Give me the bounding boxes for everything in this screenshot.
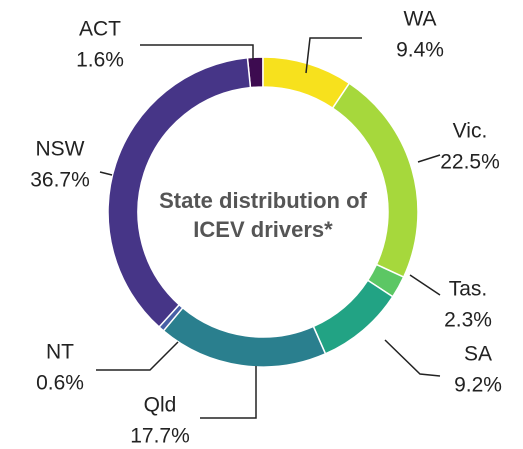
slice-value-label: 17.7% (130, 425, 190, 448)
leader-line (140, 44, 254, 60)
leader-line (99, 171, 113, 176)
slice-value-label: 22.5% (440, 151, 500, 174)
leader-line (96, 341, 179, 371)
slice-name: Tas. (449, 278, 488, 301)
slice-value-label: 1.6% (76, 49, 124, 72)
slice-name: Qld (144, 394, 177, 417)
slice-name: WA (403, 8, 436, 31)
chart-title: State distribution of ICEV drivers* (159, 188, 367, 242)
slice-value-label: 9.2% (454, 374, 502, 397)
slice-name: SA (464, 343, 492, 366)
slice-value-label: 2.3% (444, 309, 492, 332)
donut-slice (312, 279, 394, 355)
slice-value-label: 9.4% (396, 39, 444, 62)
slice-name: ACT (79, 18, 121, 41)
slice-value-label: 36.7% (30, 169, 90, 192)
leader-line (409, 274, 441, 296)
leader-line (384, 339, 441, 377)
donut-slice (107, 56, 252, 329)
slice-value-label: 0.6% (36, 372, 84, 395)
leader-line (200, 366, 257, 419)
slice-name: Vic. (453, 120, 488, 143)
leader-line (305, 37, 362, 74)
donut-slice (331, 82, 419, 279)
slice-name: NT (46, 341, 74, 364)
slice-name: NSW (36, 138, 85, 161)
donut-slice (162, 306, 327, 368)
donut-slice (262, 56, 351, 110)
leader-line (417, 154, 441, 163)
